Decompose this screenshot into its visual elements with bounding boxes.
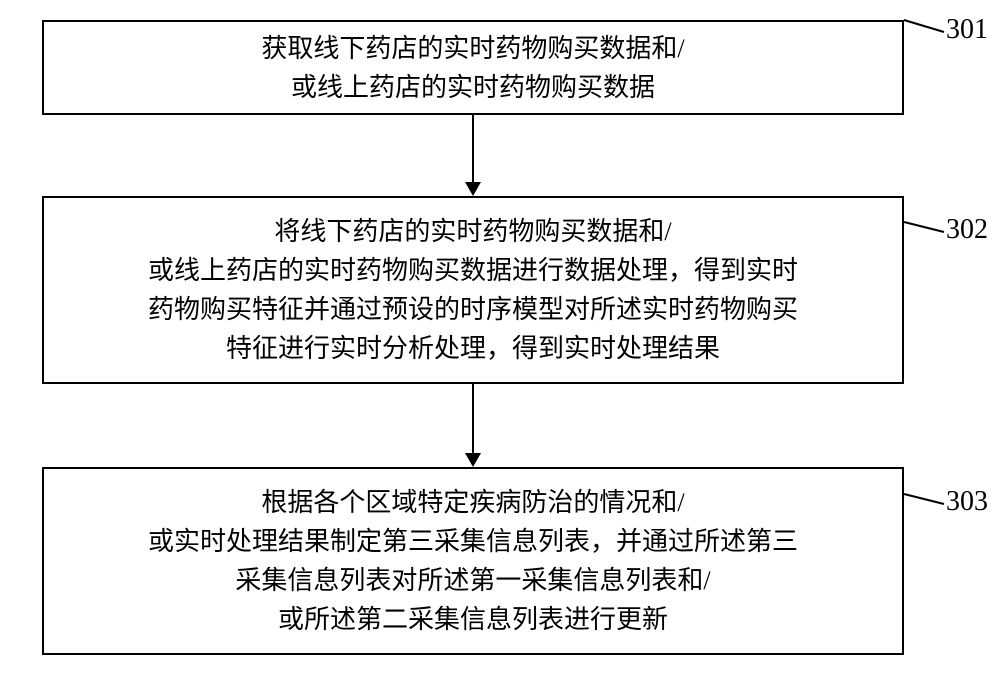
node-line: 药物购买特征并通过预设的时序模型对所述实时药物购买 [148, 295, 798, 324]
leader-line-301 [904, 20, 946, 34]
node-text: 获取线下药店的实时药物购买数据和/ 或线上药店的实时药物购买数据 [261, 29, 684, 107]
node-line: 或线上药店的实时药物购买数据 [291, 73, 655, 102]
node-text: 根据各个区域特定疾病防治的情况和/ 或实时处理结果制定第三采集信息列表，并通过所… [148, 483, 798, 639]
node-line: 获取线下药店的实时药物购买数据和/ [261, 34, 684, 63]
arrow-head-icon [465, 182, 481, 196]
leader-line-302 [904, 222, 946, 234]
node-line: 将线下药店的实时药物购买数据和/ [274, 217, 671, 246]
arrow-line [472, 115, 474, 182]
node-label-302: 302 [946, 214, 988, 246]
node-line: 采集信息列表对所述第一采集信息列表和/ [235, 566, 710, 595]
node-line: 或线上药店的实时药物购买数据进行数据处理，得到实时 [148, 256, 798, 285]
flowchart-node-301: 获取线下药店的实时药物购买数据和/ 或线上药店的实时药物购买数据 [42, 20, 904, 115]
node-line: 或实时处理结果制定第三采集信息列表，并通过所述第三 [148, 527, 798, 556]
flowchart-container: 获取线下药店的实时药物购买数据和/ 或线上药店的实时药物购买数据 301 将线下… [0, 0, 1000, 697]
node-label-301: 301 [946, 14, 988, 46]
leader-line-303 [904, 494, 946, 506]
node-line: 或所述第二采集信息列表进行更新 [278, 605, 668, 634]
arrow-line [472, 384, 474, 453]
node-text: 将线下药店的实时药物购买数据和/ 或线上药店的实时药物购买数据进行数据处理，得到… [148, 212, 798, 368]
node-line: 根据各个区域特定疾病防治的情况和/ [261, 488, 684, 517]
flowchart-node-302: 将线下药店的实时药物购买数据和/ 或线上药店的实时药物购买数据进行数据处理，得到… [42, 196, 904, 384]
node-line: 特征进行实时分析处理，得到实时处理结果 [226, 334, 720, 363]
flowchart-node-303: 根据各个区域特定疾病防治的情况和/ 或实时处理结果制定第三采集信息列表，并通过所… [42, 467, 904, 655]
node-label-303: 303 [946, 486, 988, 518]
arrow-head-icon [465, 453, 481, 467]
